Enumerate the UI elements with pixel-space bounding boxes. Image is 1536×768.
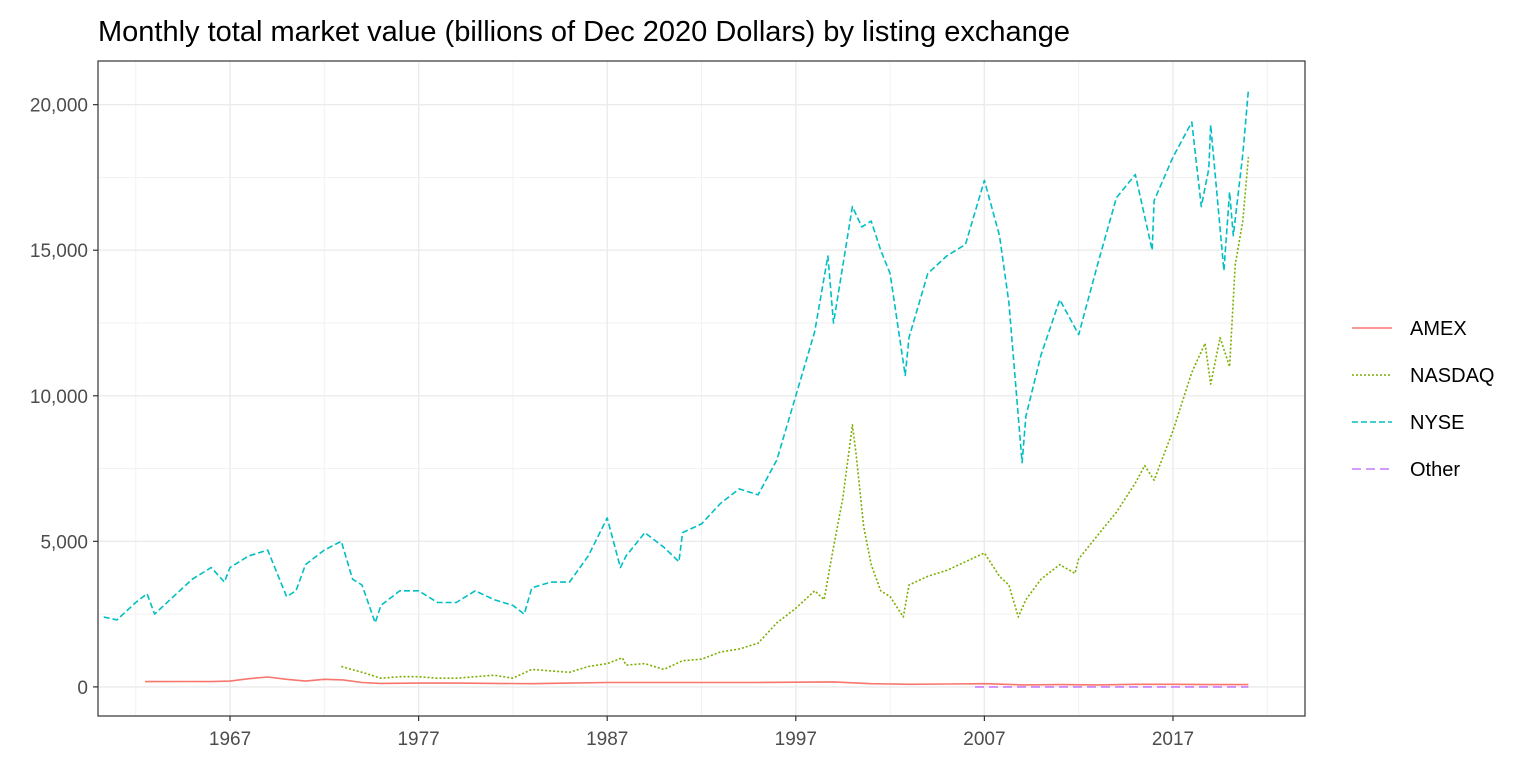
series-line-nyse — [103, 90, 1250, 624]
legend-label-nyse: NYSE — [1410, 412, 1464, 434]
x-tick-label: 1977 — [397, 729, 439, 750]
legend-label-amex: AMEX — [1410, 318, 1467, 340]
y-tick-label: 0 — [77, 678, 88, 699]
y-tick-label: 10,000 — [30, 387, 88, 408]
plot-border — [97, 60, 1306, 717]
legend-label-nasdaq: NASDAQ — [1410, 365, 1494, 387]
legend: AMEX NASDAQ NYSE Other — [1352, 318, 1494, 481]
x-tick-label: 1987 — [586, 729, 628, 750]
chart-title: Monthly total market value (billions of … — [98, 16, 1070, 48]
x-tick-label: 1967 — [209, 729, 251, 750]
x-tick-label: 1997 — [775, 729, 817, 750]
x-tick-label: 2007 — [963, 729, 1005, 750]
plot-area: 1967 1977 1987 1997 2007 2017 0 5,000 10,000 15,0… — [30, 60, 1306, 750]
series-line-amex — [145, 676, 1249, 686]
y-tick-label: 15,000 — [30, 241, 88, 262]
y-tick-label: 5,000 — [40, 532, 88, 553]
x-tick-label: 2017 — [1152, 729, 1194, 750]
y-tick-label: 20,000 — [30, 96, 88, 117]
series-line-nasdaq — [341, 157, 1250, 679]
legend-label-other: Other — [1410, 459, 1460, 481]
